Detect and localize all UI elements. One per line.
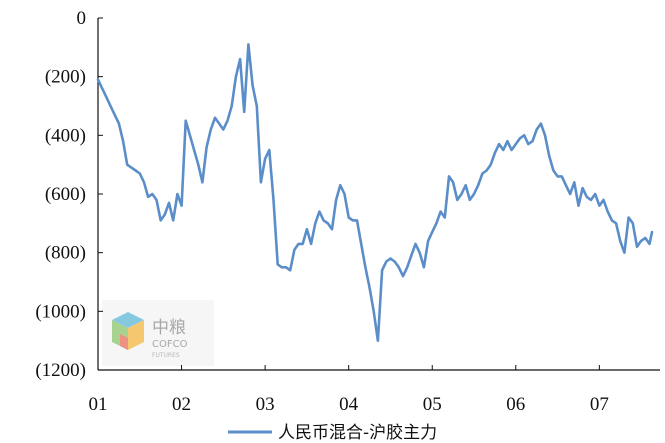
x-tick-label: 04: [339, 394, 359, 415]
y-tick-label: (400): [45, 125, 86, 146]
watermark-brand-cn: 中粮: [152, 318, 186, 338]
watermark-brand-en: COFCO: [152, 339, 188, 350]
cofco-watermark: 中粮 COFCO FUTURES: [102, 300, 214, 366]
watermark-subtitle: FUTURES: [152, 352, 180, 359]
x-tick-label: 02: [172, 394, 191, 415]
x-tick-label: 01: [89, 394, 108, 415]
legend-label: 人民币混合-沪胶主力: [278, 423, 437, 443]
x-tick-label: 07: [590, 394, 609, 415]
x-tick-label: 06: [506, 394, 525, 415]
y-axis-ticks: 0 (200) (400) (600) (800) (1000) (1200): [35, 8, 103, 381]
legend: 人民币混合-沪胶主力: [228, 423, 437, 443]
y-tick-label: (1200): [35, 360, 86, 381]
cofco-logo-icon: [112, 312, 144, 350]
y-tick-label: 0: [77, 8, 87, 29]
x-tick-label: 03: [256, 394, 275, 415]
y-tick-label: (1000): [35, 301, 86, 322]
y-tick-label: (600): [45, 184, 86, 205]
series-line-0: [96, 43, 654, 342]
y-tick-label: (200): [45, 67, 86, 88]
y-tick-label: (800): [45, 243, 86, 264]
x-axis-ticks: 01 02 03 04 05 06 07: [89, 365, 609, 415]
x-tick-label: 05: [423, 394, 442, 415]
